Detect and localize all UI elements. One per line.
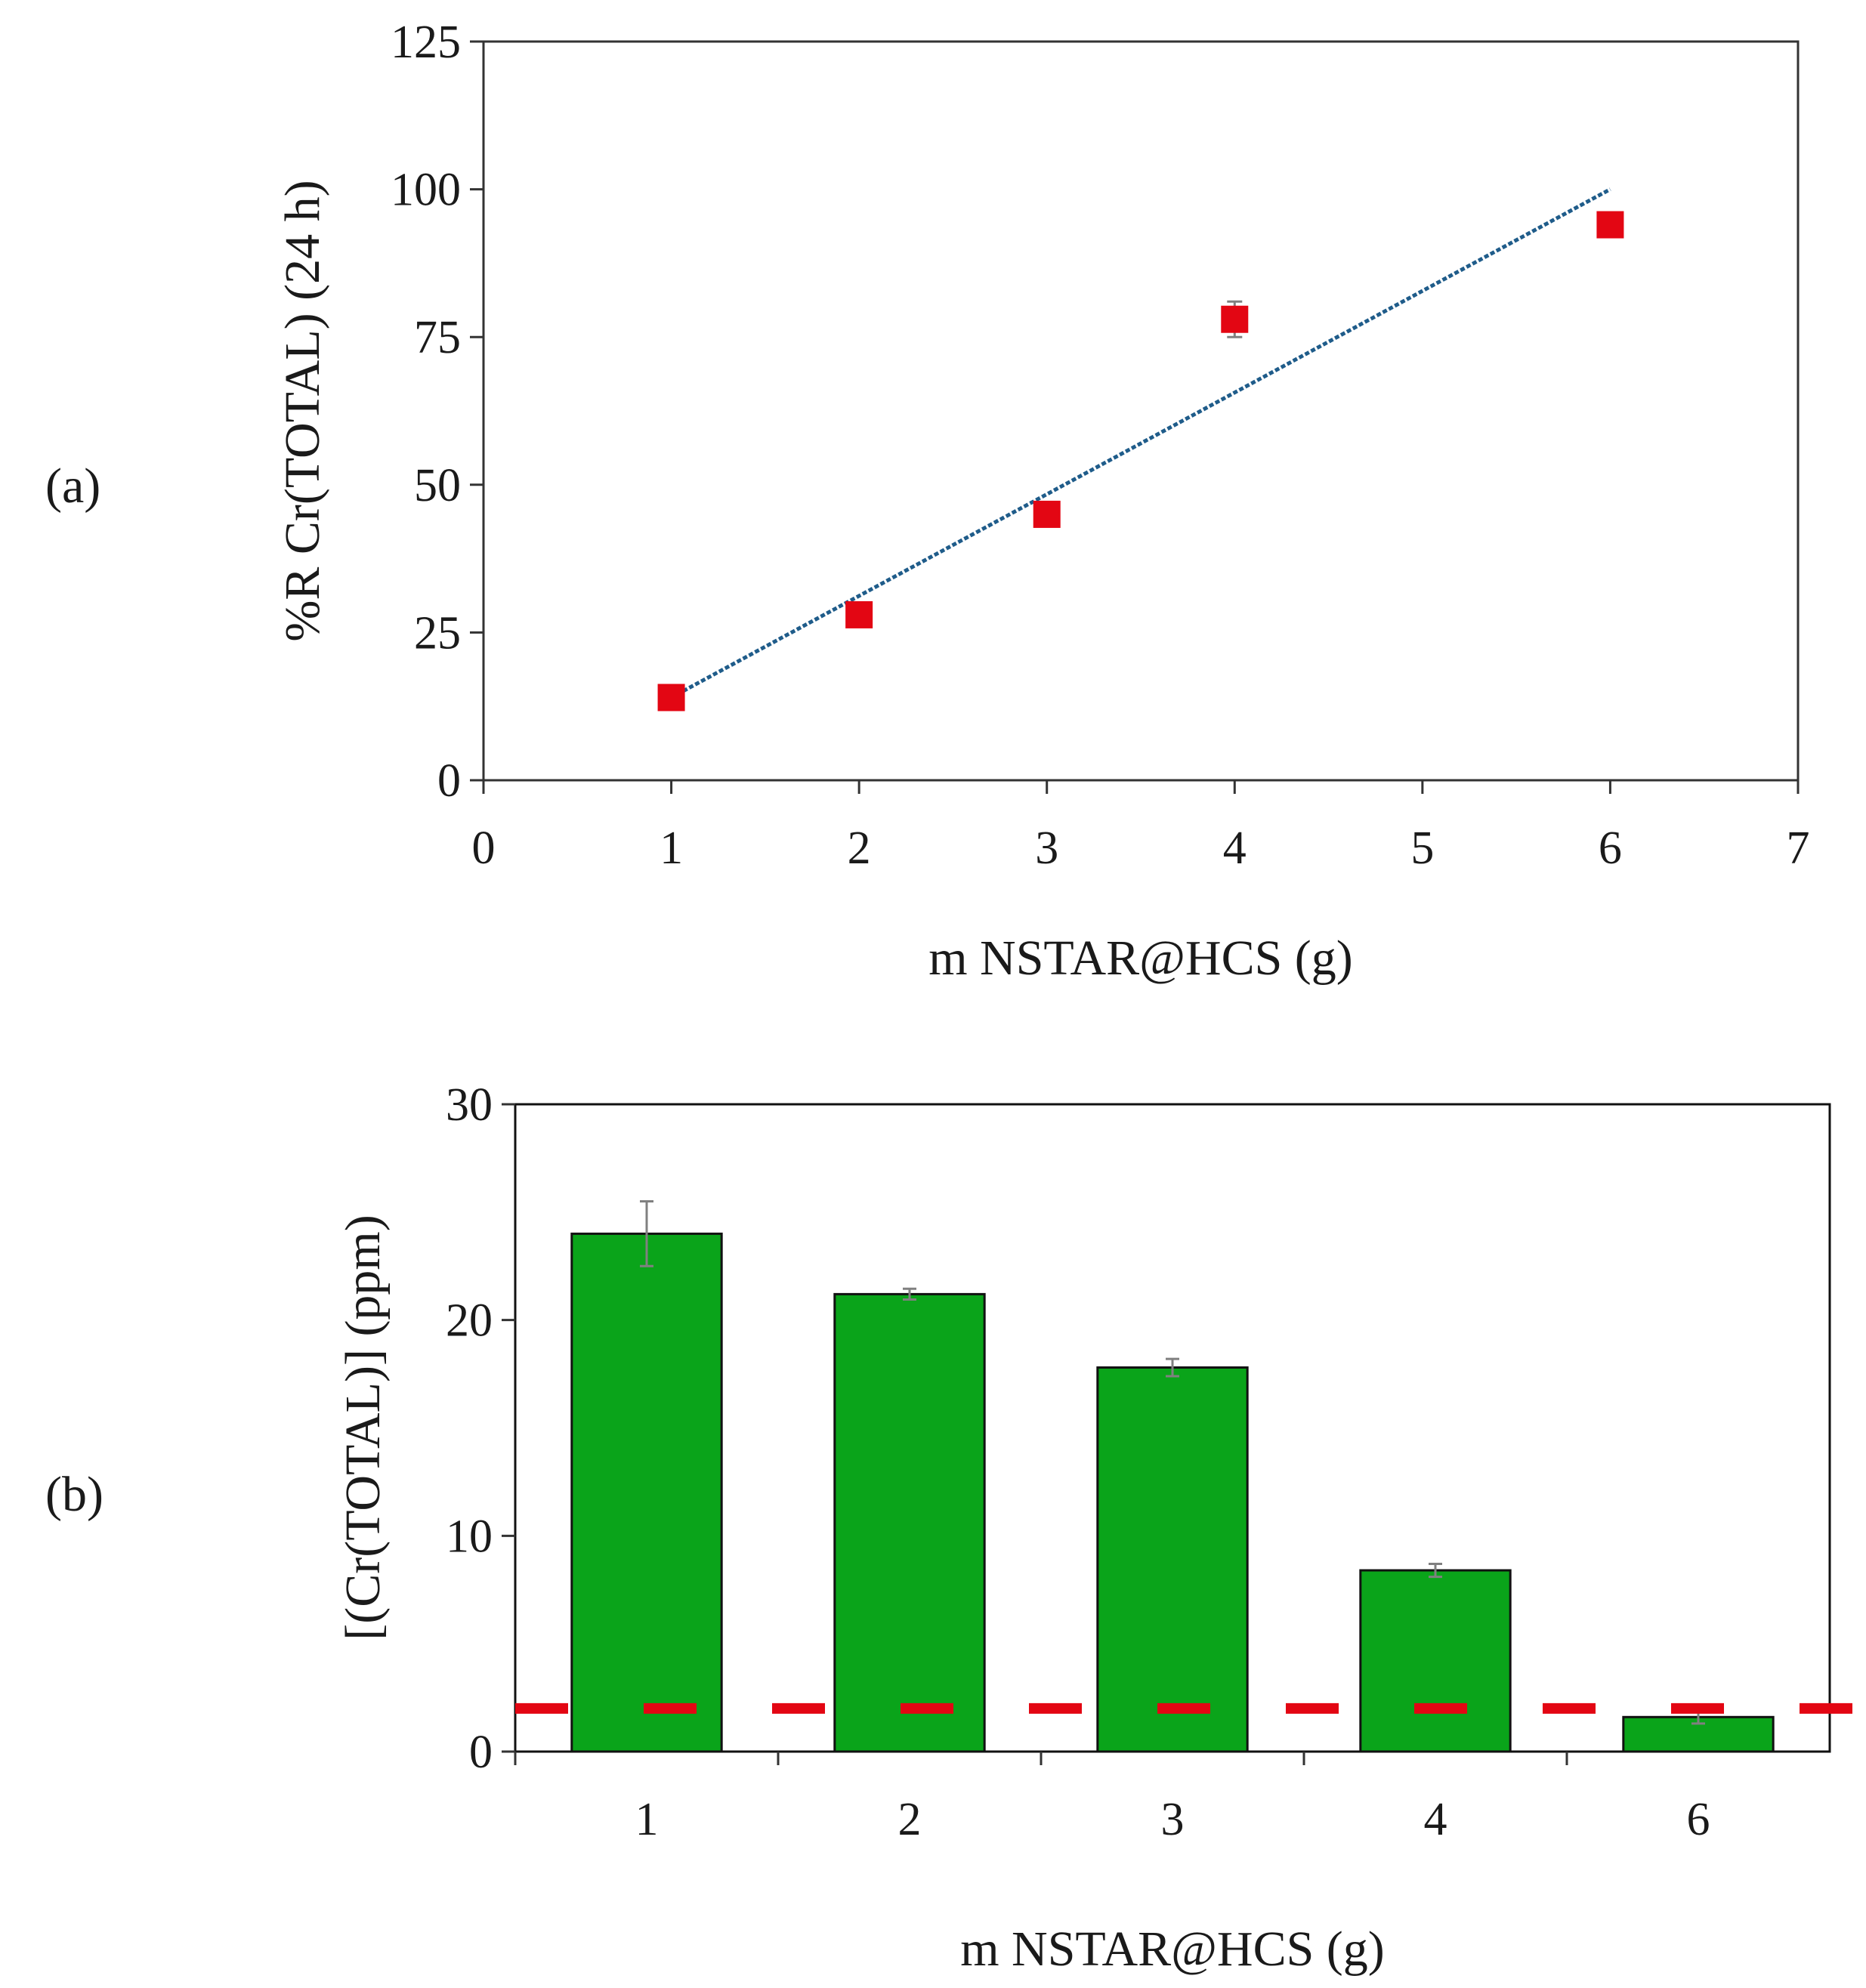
- panel-a-error-bars: [663, 215, 1618, 705]
- panel-a-label: (a): [45, 458, 100, 514]
- panel-a-x-axis-label: m NSTAR@HCS (g): [928, 931, 1353, 986]
- y-tick-label: 100: [391, 165, 461, 216]
- panel-a-y-axis-label: %R Cr(TOTAL) (24 h): [275, 180, 330, 641]
- x-tick-label: 5: [1410, 823, 1434, 874]
- y-tick-label: 30: [446, 1079, 493, 1131]
- data-point: [1033, 500, 1061, 528]
- panel-b-x-axis-label: m NSTAR@HCS (g): [960, 1922, 1385, 1977]
- panel-b-y-ticks: 0 10 20 30: [446, 1079, 515, 1778]
- x-tick-label: 6: [1687, 1794, 1710, 1845]
- data-point: [657, 684, 685, 712]
- x-tick-label: 0: [472, 823, 496, 874]
- y-tick-label: 50: [414, 460, 461, 511]
- y-tick-label: 125: [391, 17, 461, 68]
- y-tick-label: 10: [446, 1511, 493, 1562]
- x-tick-label: 3: [1035, 823, 1058, 874]
- x-tick-label: 4: [1223, 823, 1247, 874]
- x-tick-label: 2: [848, 823, 871, 874]
- x-tick-label: 1: [660, 823, 683, 874]
- bar: [833, 1292, 986, 1753]
- panel-b-bar-chart: (b) 0 10 20 30 1 2 3 4 6 m NSTAR@HCS (g) [(Cr(T…: [45, 1079, 1855, 1977]
- panel-b-bars: [570, 1232, 1775, 1753]
- panel-a-y-ticks: 0 25 50 75 100 125: [391, 17, 483, 807]
- panel-b-label: (b): [45, 1467, 103, 1522]
- data-point: [1221, 305, 1249, 333]
- y-tick-label: 75: [414, 312, 461, 363]
- panel-a-x-ticks: 0 1 2 3 4 5 6 7: [472, 780, 1810, 874]
- x-tick-label: 1: [635, 1794, 659, 1845]
- panel-b-error-bars: [640, 1200, 1705, 1725]
- panel-a-data-points: [657, 211, 1624, 712]
- y-tick-label: 0: [437, 755, 461, 807]
- panel-a-scatter-chart: (a) 0 25 50 75 100 125 0 1 2 3 4 5 6 7 m NSTAR@HCS (…: [45, 17, 1810, 986]
- y-tick-label: 25: [414, 607, 461, 659]
- panel-b-x-ticks: 1 2 3 4 6: [514, 1752, 1710, 1845]
- panel-a-trendline: [670, 187, 1611, 699]
- data-point: [845, 600, 873, 628]
- y-tick-label: 20: [446, 1295, 493, 1347]
- bar: [570, 1232, 723, 1753]
- data-point: [1596, 211, 1624, 239]
- x-tick-label: 6: [1599, 823, 1622, 874]
- x-tick-label: 7: [1787, 823, 1810, 874]
- y-tick-label: 0: [469, 1727, 493, 1778]
- panel-a-plot-frame: [482, 40, 1800, 782]
- x-tick-label: 4: [1424, 1794, 1447, 1845]
- bar: [1096, 1366, 1249, 1753]
- bar: [1359, 1569, 1512, 1753]
- panel-b-y-axis-label: [(Cr(TOTAL)] (ppm): [335, 1215, 391, 1640]
- x-tick-label: 3: [1161, 1794, 1185, 1845]
- x-tick-label: 2: [898, 1794, 922, 1845]
